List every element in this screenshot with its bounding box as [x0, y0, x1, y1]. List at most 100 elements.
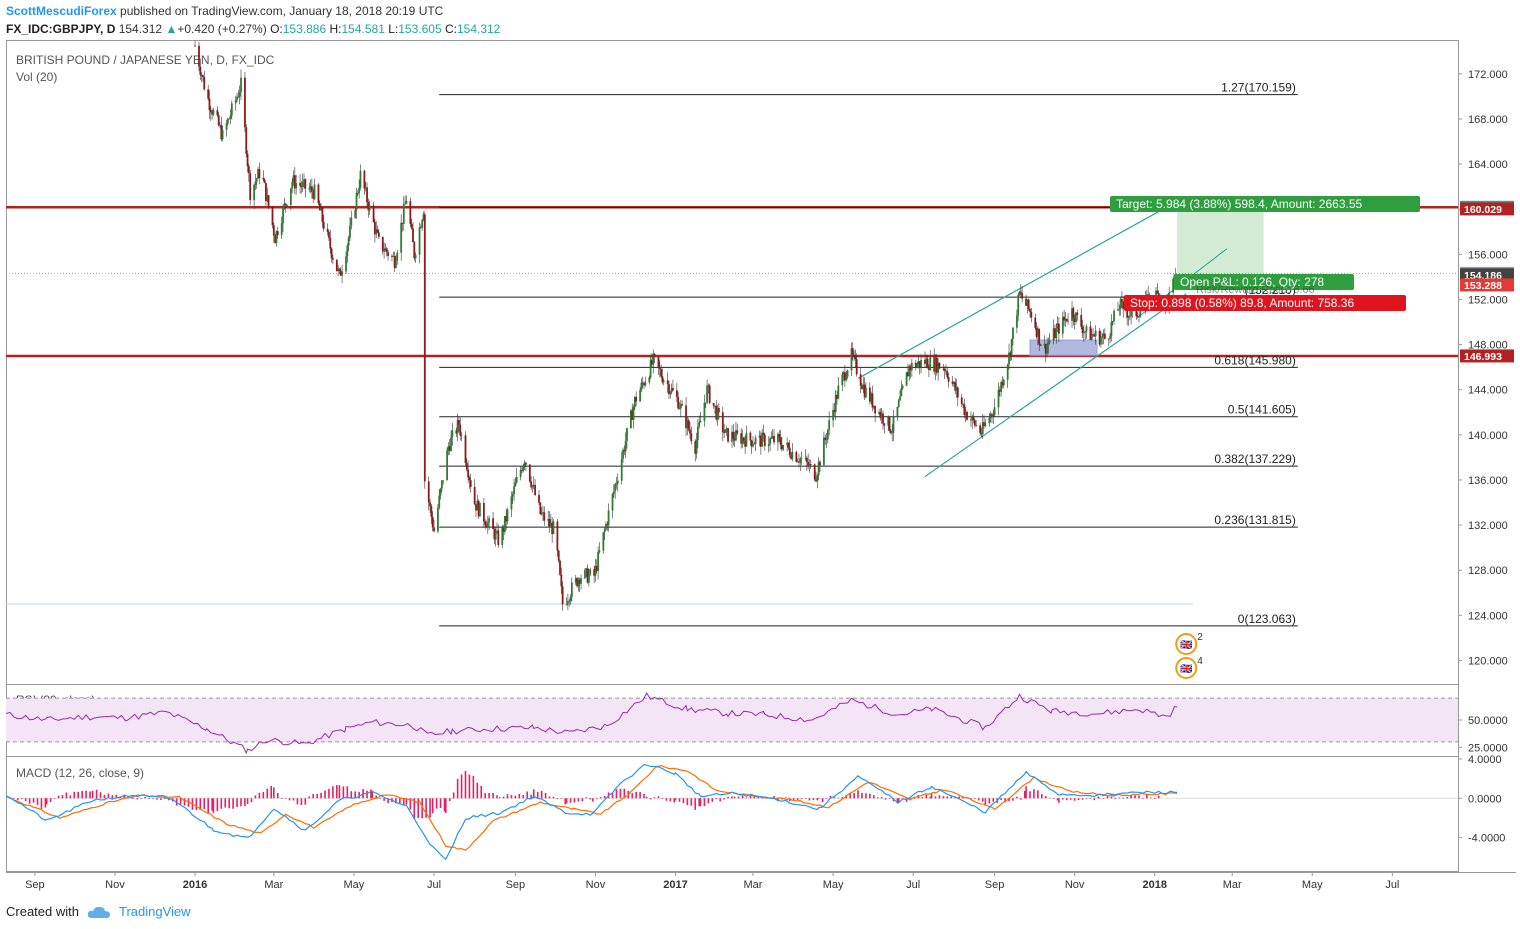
candle-body [1065, 318, 1068, 322]
candle-body [865, 387, 867, 398]
candle-body [750, 440, 753, 447]
candle-body [1172, 278, 1175, 293]
candle-body [868, 387, 871, 402]
author-link[interactable]: ScottMescudiForex [6, 4, 117, 18]
candle-body [473, 486, 476, 505]
macd-hist-bar [897, 798, 900, 802]
candle-body [1130, 310, 1133, 317]
candle-body [387, 252, 389, 256]
macd-hist-bar [354, 791, 357, 799]
candle-body [1038, 328, 1041, 345]
candle-body [675, 390, 678, 397]
candle-body [330, 248, 333, 259]
candle-body [560, 574, 563, 587]
candle-body [203, 76, 206, 90]
candle-body [633, 396, 636, 408]
macd-hist-bar [581, 798, 584, 802]
candle-body [771, 436, 774, 438]
candle-body [349, 225, 351, 238]
candle-body [556, 521, 559, 551]
candle-body [438, 495, 441, 508]
macd-hist-bar [425, 798, 427, 818]
channel-upper-line [857, 203, 1174, 379]
time-tick-label: 2018 [1142, 879, 1166, 891]
candle-body [668, 384, 670, 395]
macd-hist-bar [358, 791, 360, 799]
macd-hist-bar [913, 798, 916, 799]
price-tag [1460, 278, 1514, 292]
candle-body [1010, 338, 1013, 356]
candle-body [431, 516, 434, 528]
candle-body [822, 437, 825, 466]
macd-hist-bar [698, 798, 700, 807]
candle-body [966, 411, 968, 420]
time-tick-label: Sep [506, 879, 526, 891]
candle-body [530, 481, 533, 488]
tradingview-link[interactable]: TradingView [118, 904, 191, 919]
candle-body [1039, 344, 1042, 346]
candle-body [907, 372, 909, 377]
macd-hist-bar [781, 798, 783, 800]
candle-body [1136, 316, 1139, 318]
candle-body [391, 255, 393, 257]
candle-body [381, 236, 384, 252]
candle-body [396, 252, 399, 261]
symbol[interactable]: FX_IDC:GBPJPY, D [6, 22, 116, 36]
macd-hist-bar [164, 798, 166, 799]
chart-area[interactable]: 172.000168.000164.000160.000156.000152.0… [5, 40, 1516, 892]
macd-hist-bar [773, 796, 775, 799]
macd-hist-bar [371, 790, 374, 799]
candle-body [383, 251, 385, 252]
macd-hist-bar [350, 791, 353, 799]
macd-hist-bar [1106, 795, 1109, 799]
candle-body [505, 516, 508, 522]
candle-body [853, 355, 855, 357]
time-tick-label: Jul [906, 879, 920, 891]
macd-hist-bar [1085, 798, 1088, 799]
candle-body [532, 484, 535, 486]
macd-hist-bar [304, 798, 307, 805]
macd-hist-bar [250, 798, 253, 803]
candle-body [763, 434, 766, 447]
candle-body [318, 203, 321, 211]
candle-body [614, 484, 617, 492]
candle-body [851, 348, 854, 356]
candle-body [735, 430, 737, 441]
candle-body [493, 528, 496, 540]
candle-body [888, 416, 891, 431]
candle-body [475, 504, 477, 511]
candle-body [497, 530, 500, 546]
macd-hist-bar [1114, 798, 1117, 800]
macd-hist-bar [817, 798, 820, 799]
candle-body [1054, 328, 1056, 339]
price-tag [1460, 202, 1514, 216]
candle-body [724, 429, 727, 433]
macd-hist-bar [673, 798, 676, 803]
candle-body [225, 123, 228, 130]
candle-body [244, 77, 246, 128]
candle-body [870, 393, 873, 402]
candle-body [384, 248, 387, 252]
macd-hist-bar [1118, 797, 1121, 799]
candle-body [236, 96, 238, 100]
chart-canvas[interactable]: 172.000168.000164.000160.000156.000152.0… [5, 40, 1516, 892]
candle-body [880, 413, 883, 418]
candle-body [762, 432, 765, 435]
candle-body [813, 464, 816, 480]
candle-body [502, 527, 505, 532]
candle-body [1094, 330, 1097, 337]
time-tick-label: May [1302, 879, 1323, 891]
candle-body [993, 407, 996, 416]
candle-body [410, 224, 413, 229]
macd-hist-bar [115, 794, 118, 799]
macd-hist-bar [635, 791, 637, 799]
macd-hist-bar [595, 798, 598, 799]
macd-hist-bar [733, 796, 736, 799]
price-tick-label: 140.000 [1468, 430, 1508, 442]
candle-body [863, 384, 866, 398]
macd-hist-bar [884, 798, 887, 800]
candle-body [1030, 312, 1033, 318]
candle-body [1101, 336, 1104, 338]
candle-body [997, 389, 1000, 408]
candle-body [1021, 293, 1024, 299]
